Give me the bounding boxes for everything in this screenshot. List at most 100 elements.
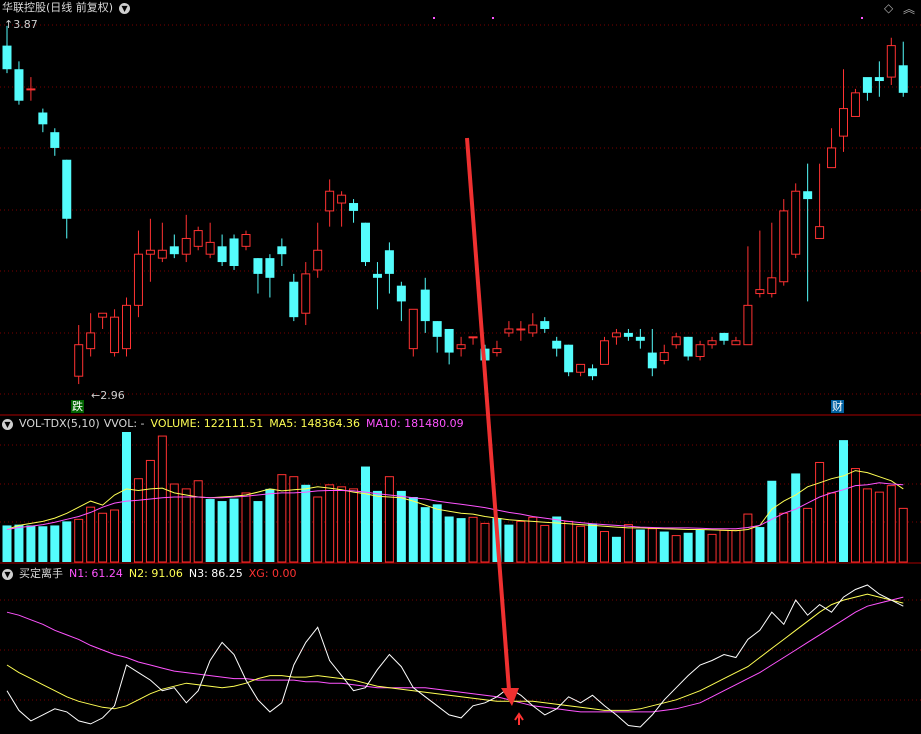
candle-up	[600, 340, 609, 365]
candle-down	[396, 285, 406, 302]
volume-bar-up	[779, 512, 789, 563]
volume-bar-down	[504, 524, 514, 562]
low-price-label: ←2.96	[91, 389, 125, 402]
volume-bar-up	[731, 529, 741, 563]
volume-bar-up	[74, 518, 84, 563]
volume-bar-down	[635, 529, 645, 562]
volume-bar-down	[611, 536, 621, 562]
volume-bar-up	[325, 484, 335, 563]
volume-header: ▼ VOL-TDX(5,10) VVOL: - VOLUME: 122111.51 MA…	[2, 417, 470, 431]
badge-down[interactable]: 跌	[71, 400, 84, 413]
volume-bar-up	[98, 512, 108, 563]
volume-bar-up	[110, 509, 120, 563]
candle-down	[803, 191, 813, 200]
candle-down	[372, 273, 382, 278]
candle-down	[217, 246, 227, 263]
volume-bar-down	[408, 497, 418, 562]
volume-bar-up	[313, 496, 323, 563]
volume-bar-up	[480, 522, 490, 563]
candle-up	[337, 194, 347, 204]
volume-bar-down	[683, 532, 693, 562]
volume-bar-up	[898, 507, 908, 563]
volume-settings-icon[interactable]: ▼	[2, 418, 13, 430]
candle-up	[528, 324, 538, 334]
candle-down	[169, 246, 179, 255]
volume-bar-down	[767, 480, 777, 562]
n2-value: N2: 91.06	[128, 567, 183, 580]
volume-bar-down	[62, 521, 72, 562]
candle-down	[253, 258, 263, 274]
candle-up	[886, 45, 896, 78]
volume-bar-down	[372, 490, 382, 562]
volume-bar-down	[26, 525, 36, 562]
candle-down	[38, 112, 48, 125]
candle-up	[133, 253, 143, 306]
volume-bar-up	[874, 491, 884, 563]
candle-up	[468, 336, 478, 339]
volume-ma10-line	[6, 482, 904, 530]
indicator-n3-line	[6, 584, 904, 728]
volume-bar-up	[803, 507, 813, 563]
volume-bar-up	[600, 531, 609, 563]
volume-bar-up	[540, 524, 550, 563]
volume-bar-up	[384, 476, 394, 563]
indicator-settings-icon[interactable]: ▼	[2, 568, 13, 580]
candle-down	[623, 332, 633, 337]
volume-bar-down	[301, 484, 311, 562]
badge-finance[interactable]: 财	[831, 400, 844, 413]
candle-up	[695, 344, 705, 358]
buy-signal-arrow-icon	[514, 712, 524, 725]
candle-up	[26, 88, 36, 91]
candle-up	[181, 237, 191, 255]
annotation-arrow-shaft	[465, 137, 511, 691]
candle-up	[827, 147, 837, 169]
stock-title: 华联控股(日线 前复权)	[2, 1, 114, 14]
volume-bar-down	[695, 529, 705, 562]
candle-down	[444, 328, 454, 353]
settings-dropdown-icon[interactable]: ▼	[119, 2, 131, 14]
candle-up	[205, 241, 215, 255]
volume-bar-down	[588, 523, 598, 562]
candle-down	[384, 250, 394, 274]
volume-bar-up	[707, 533, 717, 563]
candle-down	[647, 352, 657, 369]
volume-bar-up	[181, 488, 191, 563]
candle-up	[313, 249, 323, 271]
volume-bar-down	[552, 516, 562, 562]
candle-up	[98, 312, 108, 318]
candle-up	[839, 108, 848, 137]
indicator-n2-line	[6, 593, 904, 711]
candle-up	[456, 344, 466, 350]
volume-bar-down	[659, 531, 669, 562]
volume-bar-up	[468, 516, 478, 563]
candle-up	[193, 230, 203, 247]
candle-up	[86, 332, 96, 350]
layout-diamond-icon[interactable]: ◇	[884, 1, 894, 15]
volume-bar-down	[444, 516, 454, 562]
candle-up	[325, 190, 335, 212]
volume-ma5-line	[6, 470, 904, 532]
candle-down	[229, 238, 239, 266]
volume-bar-up	[647, 528, 657, 563]
volume-bar-down	[2, 525, 12, 562]
candle-up	[74, 344, 84, 377]
candle-up	[791, 190, 801, 255]
n1-value: N1: 61.24	[69, 567, 123, 580]
candle-down	[289, 281, 299, 318]
candle-down	[432, 321, 442, 337]
collapse-chevron-icon[interactable]: ︽	[903, 2, 916, 16]
candle-down	[361, 222, 370, 263]
volume-bar-up	[289, 476, 299, 563]
candle-down	[50, 132, 60, 148]
low-price-value: 2.96	[100, 389, 125, 402]
candle-up	[157, 249, 167, 259]
volume-bar-up	[564, 520, 574, 563]
volume-bar-up	[277, 474, 287, 563]
high-price-value: 3.87	[13, 18, 38, 31]
candle-down	[683, 336, 693, 357]
candle-down	[719, 332, 729, 341]
candle-up	[779, 210, 789, 283]
candle-up	[755, 289, 765, 295]
volume-bar-down	[420, 507, 430, 562]
